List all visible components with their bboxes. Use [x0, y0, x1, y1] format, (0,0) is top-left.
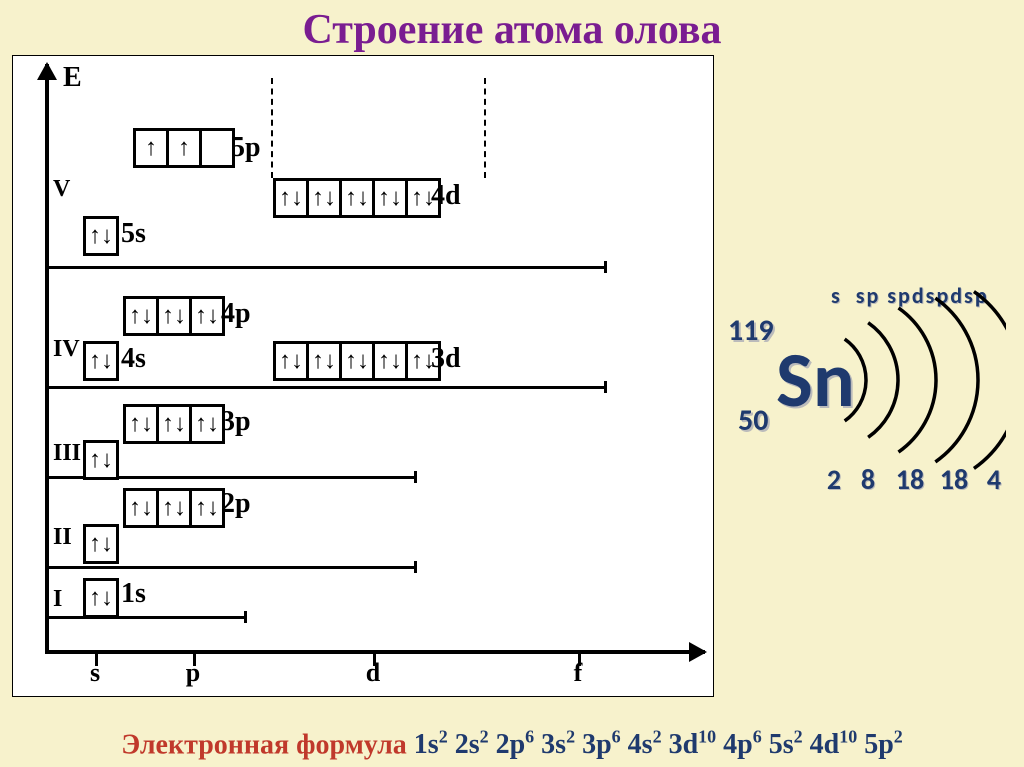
- formula-term: 3p6: [575, 729, 621, 760]
- formula-term: 2s2: [448, 729, 489, 760]
- shell-count: 4: [987, 462, 1001, 497]
- dashed-guide: [484, 78, 486, 178]
- orbital-row: ↑↑: [133, 128, 235, 168]
- level-line: [47, 266, 607, 269]
- shell-count: 2: [827, 462, 841, 497]
- orbital-label: 4s: [121, 343, 146, 375]
- orbital-cell: ↑↓: [189, 404, 225, 444]
- orbital-cell: ↑↓: [83, 216, 119, 256]
- formula-lead: Электронная формула: [121, 729, 407, 760]
- shell-count: 18: [896, 462, 924, 497]
- shell-count: 18: [940, 462, 968, 497]
- orbital-label: 3p: [221, 406, 251, 438]
- x-tick-label: s: [90, 658, 100, 688]
- level-line: [47, 386, 607, 389]
- orbital-cell: ↑↓: [339, 341, 375, 381]
- orbital-cell: ↑↓: [372, 341, 408, 381]
- formula-term: 4d10: [803, 729, 858, 760]
- orbital-cell: ↑↓: [83, 440, 119, 480]
- orbital-cell: ↑↓: [156, 488, 192, 528]
- orbital-row: ↑↓↑↓↑↓↑↓↑↓: [273, 178, 441, 218]
- formula-term: 3d10: [662, 729, 717, 760]
- orbital-cell: ↑↓: [372, 178, 408, 218]
- orbital-row: ↑↓↑↓↑↓↑↓↑↓: [273, 341, 441, 381]
- formula-term: 4p6: [716, 729, 762, 760]
- formula-term: 5p2: [857, 729, 903, 760]
- level-line: [47, 566, 417, 569]
- orbital-cell: ↑↓: [123, 488, 159, 528]
- orbital-row: ↑↓: [83, 524, 119, 564]
- orbital-cell: ↑↓: [156, 404, 192, 444]
- level-roman: V: [53, 176, 70, 203]
- shell-arc: [935, 298, 978, 462]
- orbital-cell: ↑↓: [83, 524, 119, 564]
- shell-arc: [845, 339, 866, 421]
- level-roman: IV: [53, 336, 80, 363]
- orbital-cell: ↑↓: [156, 296, 192, 336]
- orbital-cell: ↑↓: [273, 178, 309, 218]
- orbital-label: 5p: [231, 132, 261, 164]
- formula-term: 1s2: [414, 729, 448, 760]
- orbital-cell: ↑↓: [189, 296, 225, 336]
- shell-arc: [898, 308, 936, 452]
- orbital-cell: ↑: [133, 128, 169, 168]
- y-axis-label: E: [63, 62, 82, 94]
- orbital-row: ↑↓↑↓↑↓: [123, 296, 225, 336]
- formula-terms: 1s2 2s2 2p6 3s2 3p6 4s2 3d10 4p6 5s2 4d1…: [414, 729, 903, 760]
- shell-arc: [868, 323, 898, 438]
- orbital-label: 2p: [221, 488, 251, 520]
- orbital-cell: ↑: [166, 128, 202, 168]
- level-roman: I: [53, 586, 62, 613]
- orbital-cell: ↑↓: [83, 578, 119, 618]
- x-tick-label: p: [186, 658, 200, 688]
- orbital-row: ↑↓: [83, 216, 119, 256]
- x-tick-label: d: [366, 658, 380, 688]
- dashed-guide: [271, 78, 273, 178]
- orbital-cell: ↑↓: [306, 178, 342, 218]
- orbital-cell: ↑↓: [123, 296, 159, 336]
- orbital-cell: ↑↓: [83, 341, 119, 381]
- level-roman: II: [53, 524, 72, 551]
- page-title: Строение атома олова: [0, 0, 1024, 54]
- electron-formula: Электронная формула 1s2 2s2 2p6 3s2 3p6 …: [0, 727, 1024, 761]
- formula-term: 5s2: [762, 729, 803, 760]
- orbital-row: ↑↓: [83, 578, 119, 618]
- orbital-label: 1s: [121, 578, 146, 610]
- x-tick-label: f: [574, 658, 583, 688]
- formula-term: 2p6: [489, 729, 535, 760]
- shell-model: Sn 119 50 s sp spdspdsp 2818184: [716, 270, 1006, 500]
- formula-term: 3s2: [534, 729, 575, 760]
- orbital-cell: ↑↓: [273, 341, 309, 381]
- formula-term: 4s2: [621, 729, 662, 760]
- orbital-label: 3d: [431, 343, 461, 375]
- orbital-cell: ↑↓: [339, 178, 375, 218]
- orbital-label: 4p: [221, 298, 251, 330]
- orbital-row: ↑↓: [83, 440, 119, 480]
- level-roman: III: [53, 440, 81, 467]
- shell-count: 8: [861, 462, 875, 497]
- orbital-label: 4d: [431, 180, 461, 212]
- orbital-cell: ↑↓: [123, 404, 159, 444]
- level-line: [47, 616, 247, 619]
- orbital-cell: ↑↓: [189, 488, 225, 528]
- orbital-diagram: E spdf I↑↓1sII↑↓↑↓↑↓↑↓2pIII↑↓↑↓↑↓↑↓3pIV↑…: [12, 55, 714, 697]
- orbital-cell: ↑↓: [306, 341, 342, 381]
- orbital-row: ↑↓↑↓↑↓: [123, 404, 225, 444]
- orbital-cell: [199, 128, 235, 168]
- orbital-row: ↑↓↑↓↑↓: [123, 488, 225, 528]
- orbital-row: ↑↓: [83, 341, 119, 381]
- orbital-label: 5s: [121, 218, 146, 250]
